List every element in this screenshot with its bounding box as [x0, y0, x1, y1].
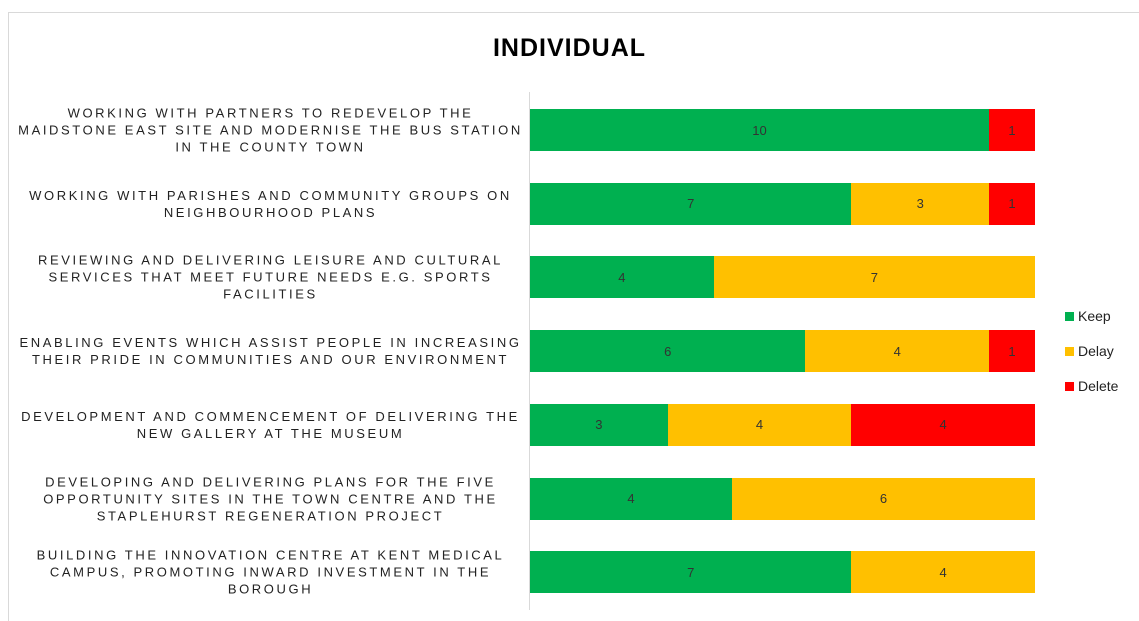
- data-label: 3: [595, 417, 603, 433]
- category-label: REVIEWING AND DELIVERING LEISURE AND CUL…: [38, 252, 503, 302]
- legend-label: Keep: [1078, 308, 1111, 324]
- bar-segment: 4: [851, 403, 1035, 446]
- bar-segment: 1: [989, 182, 1035, 225]
- bar-segment: 4: [530, 256, 714, 299]
- bar-segment: 4: [805, 330, 990, 373]
- data-label: 6: [879, 491, 888, 506]
- bar-segment: 7: [713, 256, 1035, 299]
- legend-item: Delete: [1065, 378, 1118, 394]
- data-label: 6: [664, 343, 672, 359]
- data-label: 1: [1008, 122, 1016, 138]
- legend-swatch: [1065, 311, 1074, 321]
- data-label: 7: [687, 196, 695, 212]
- bar-segment: 7: [530, 182, 852, 225]
- legend-item: Delay: [1065, 343, 1114, 359]
- bar-segment: 4: [530, 477, 732, 520]
- legend-item: Keep: [1065, 308, 1111, 324]
- data-label: 4: [627, 491, 635, 506]
- data-label: 4: [755, 417, 764, 433]
- data-label: 4: [618, 269, 626, 285]
- legend-swatch: [1065, 346, 1074, 356]
- bar-segment: 7: [530, 551, 852, 594]
- bar-segment: 1: [989, 330, 1035, 373]
- bar-segment: 4: [667, 403, 852, 446]
- bar-segment: 1: [989, 109, 1035, 151]
- data-label: 7: [687, 564, 695, 580]
- data-label: 1: [1008, 196, 1016, 212]
- bar-segment: 6: [732, 477, 1035, 520]
- bar-segment: 4: [851, 551, 1035, 594]
- data-label: 3: [916, 196, 924, 212]
- bar-segment: 3: [530, 403, 668, 446]
- category-label: WORKING WITH PARISHES AND COMMUNITY GROU…: [29, 187, 512, 220]
- category-label: ENABLING EVENTS WHICH ASSIST PEOPLE IN I…: [19, 335, 522, 368]
- data-label: 10: [752, 122, 767, 138]
- chart-frame: [8, 12, 1139, 621]
- bar-segment: 10: [530, 109, 990, 151]
- legend-label: Delete: [1078, 378, 1119, 394]
- category-axis: [529, 92, 530, 610]
- data-label: 4: [939, 564, 947, 580]
- data-label: 4: [939, 417, 947, 433]
- bar-segment: 3: [851, 182, 990, 225]
- data-label: 4: [893, 343, 901, 359]
- chart-title: INDIVIDUAL: [492, 34, 647, 62]
- bar-segment: 6: [530, 330, 806, 373]
- category-label: DEVELOPMENT AND COMMENCEMENT OF DELIVERI…: [21, 408, 520, 441]
- legend-label: Delay: [1078, 343, 1114, 359]
- legend-swatch: [1065, 381, 1074, 391]
- category-label: WORKING WITH PARTNERS TO REDEVELOP THE M…: [18, 105, 523, 155]
- category-label: DEVELOPING AND DELIVERING PLANS FOR THE …: [43, 474, 498, 523]
- data-label: 1: [1008, 343, 1016, 359]
- category-label: BUILDING THE INNOVATION CENTRE AT KENT M…: [36, 547, 505, 597]
- data-label: 7: [870, 269, 878, 285]
